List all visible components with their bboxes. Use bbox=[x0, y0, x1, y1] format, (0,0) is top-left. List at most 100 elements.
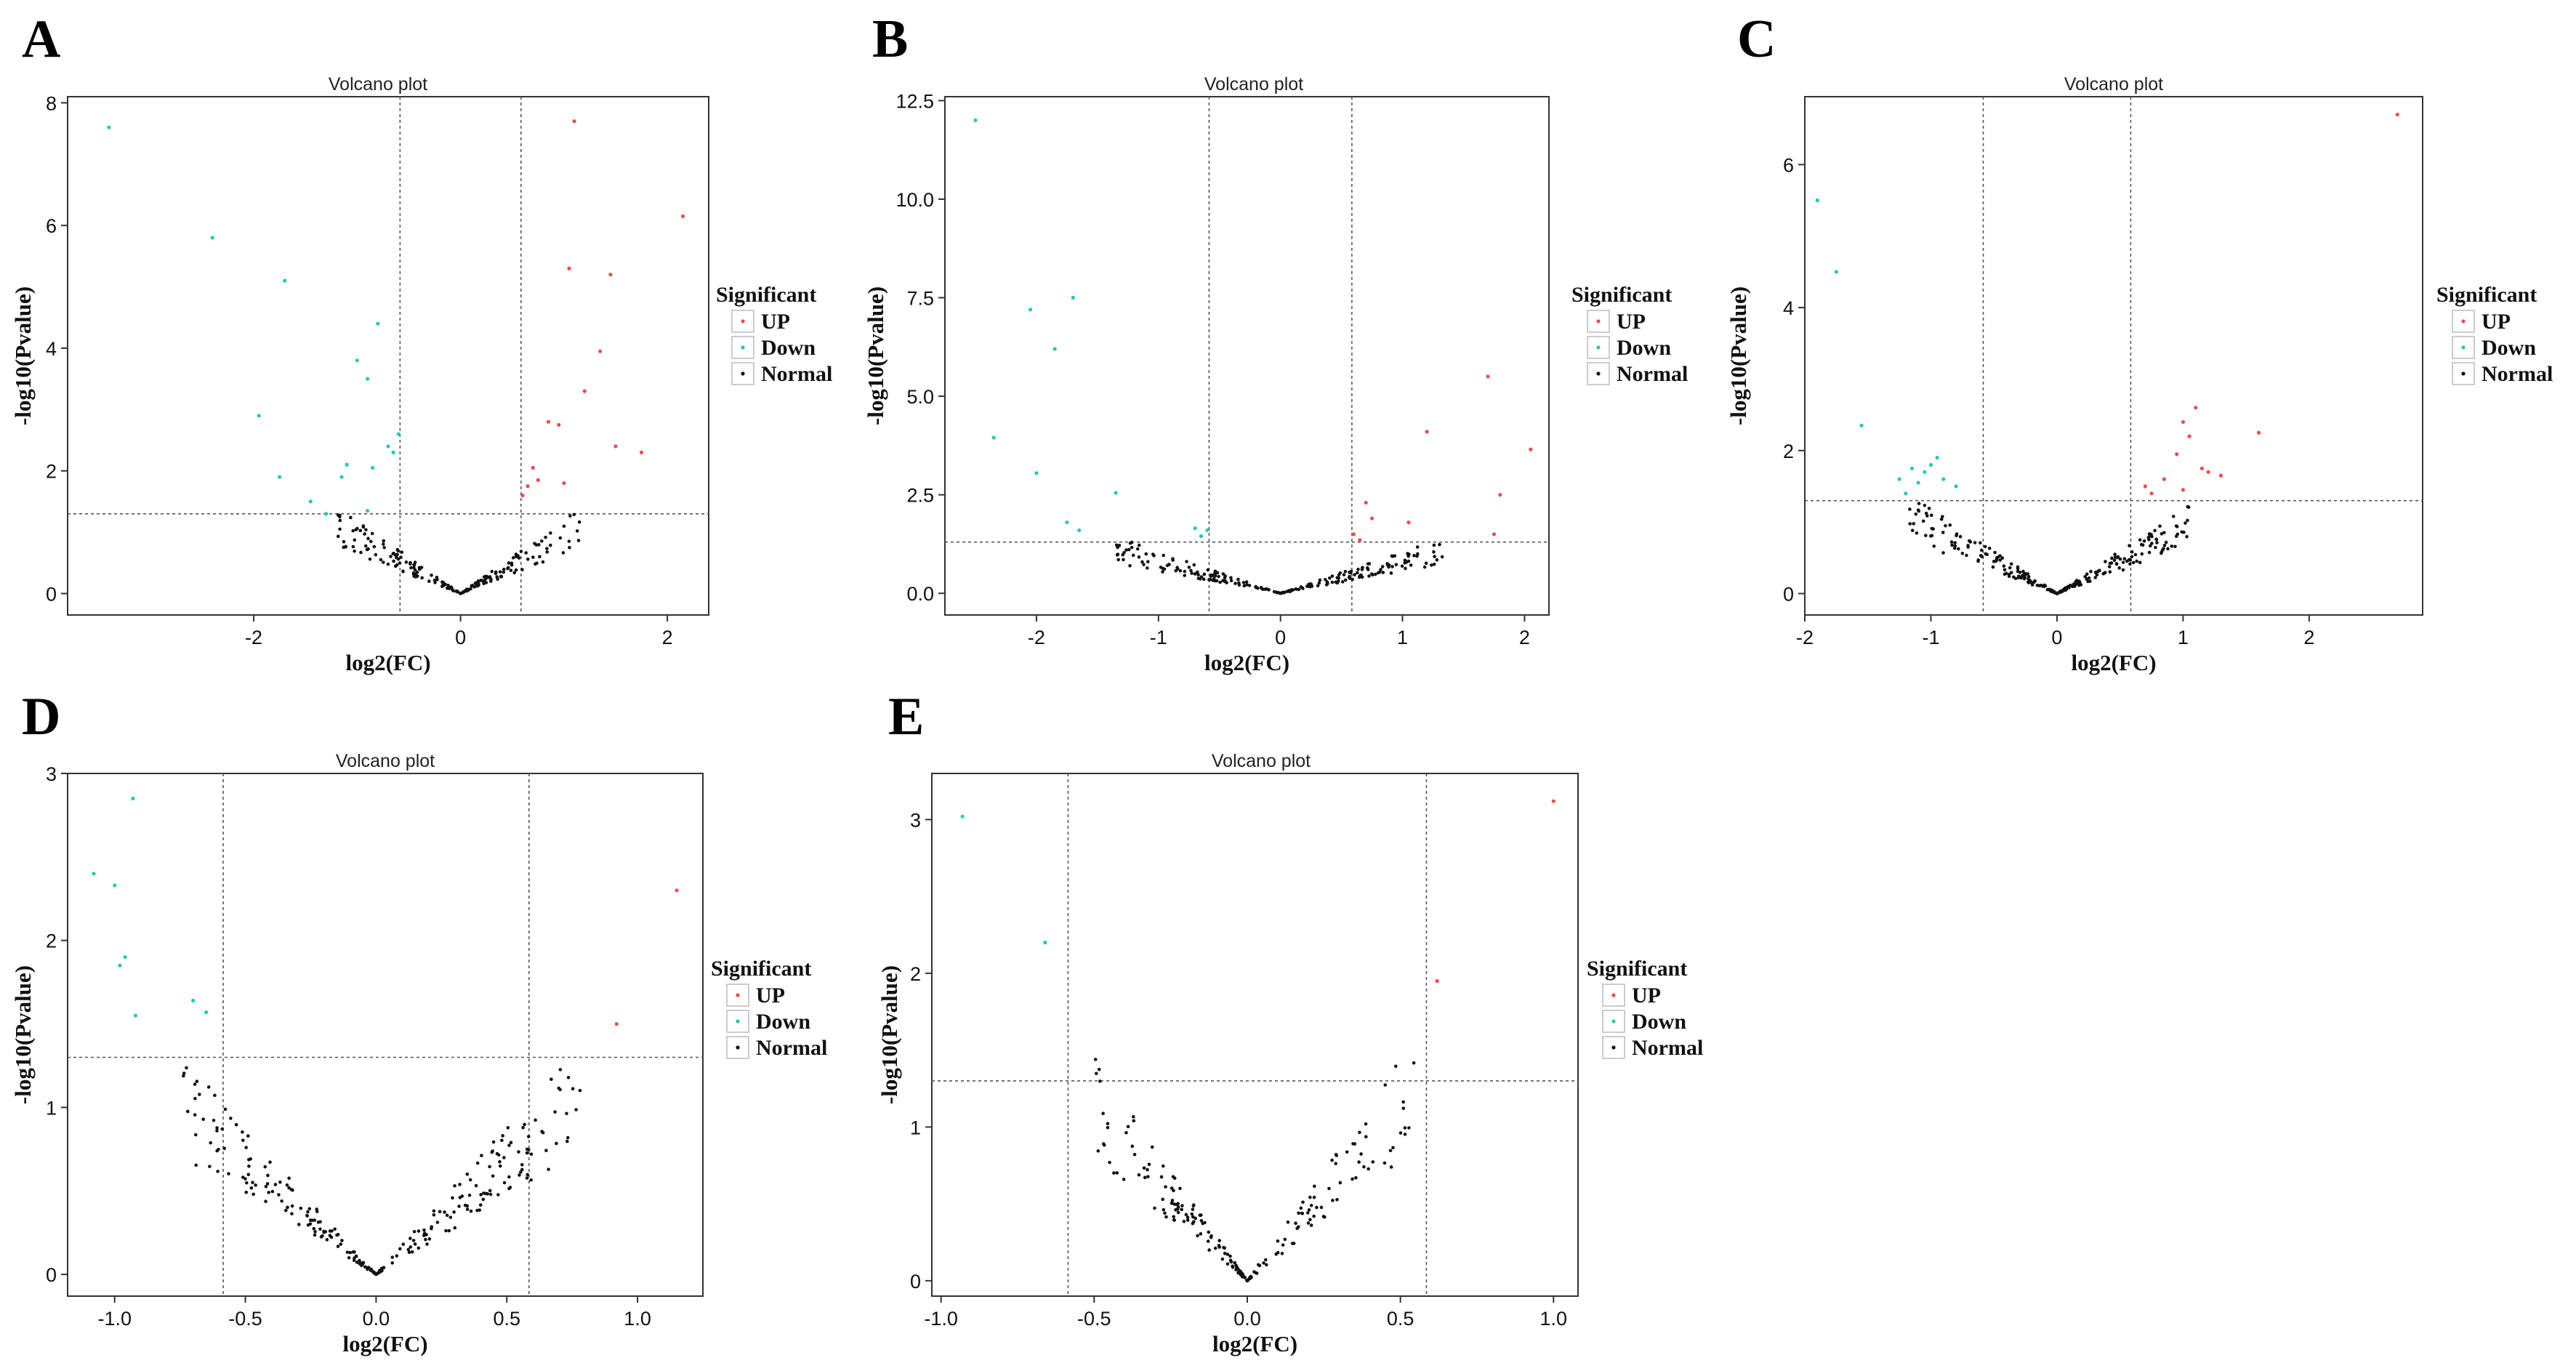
legend-swatch bbox=[2452, 310, 2475, 333]
point-normal bbox=[1308, 582, 1312, 586]
point-normal bbox=[241, 1175, 245, 1179]
legend-item-down: Down bbox=[1632, 1010, 1686, 1034]
point-normal bbox=[359, 550, 363, 555]
point-normal bbox=[1365, 566, 1369, 570]
point-normal bbox=[411, 571, 416, 575]
point-normal bbox=[2142, 539, 2146, 543]
panel-e: E Volcano plot -1.0 -0.5 0.0 0.5 1.0 0 1 2 3 log2(F… bbox=[877, 687, 1703, 1356]
point-normal bbox=[411, 1239, 416, 1242]
point-normal bbox=[1132, 1119, 1136, 1123]
point-normal bbox=[2130, 555, 2134, 559]
point-normal bbox=[488, 579, 493, 583]
point-up bbox=[557, 422, 561, 427]
panel-a: A Volcano plot -2 0 2 0 2 4 6 8 log2(FC) -log10(Pva… bbox=[10, 9, 832, 675]
point-normal bbox=[287, 1186, 291, 1190]
point-normal bbox=[372, 544, 377, 549]
y-tick-label: 12.5 bbox=[895, 90, 934, 112]
point-normal bbox=[1337, 576, 1341, 580]
point-normal bbox=[1412, 553, 1416, 558]
point-normal bbox=[1196, 1234, 1199, 1238]
point-normal bbox=[1382, 1161, 1387, 1165]
point-normal bbox=[1313, 1184, 1316, 1189]
x-tick-label: -1.0 bbox=[97, 1308, 132, 1330]
point-normal bbox=[1244, 580, 1249, 584]
point-normal bbox=[1121, 552, 1125, 557]
point-normal bbox=[526, 558, 530, 561]
point-normal bbox=[457, 1205, 461, 1208]
legend-marker bbox=[736, 1045, 740, 1050]
x-tick-label: 0.0 bbox=[363, 1308, 390, 1330]
point-normal bbox=[1172, 1215, 1175, 1219]
point-normal bbox=[342, 539, 346, 544]
point-normal bbox=[425, 1242, 429, 1246]
point-normal bbox=[382, 545, 387, 550]
point-normal bbox=[1124, 548, 1128, 552]
point-up bbox=[1351, 532, 1356, 536]
point-normal bbox=[2093, 576, 2098, 579]
point-normal bbox=[201, 1117, 205, 1122]
point-normal bbox=[319, 1235, 323, 1239]
point-normal bbox=[1343, 569, 1348, 574]
point-normal bbox=[209, 1141, 213, 1145]
point-normal bbox=[1164, 1215, 1168, 1219]
point-normal bbox=[1242, 584, 1247, 588]
point-normal bbox=[1914, 512, 1918, 516]
point-normal bbox=[363, 532, 366, 536]
point-normal bbox=[1422, 565, 1427, 569]
point-normal bbox=[338, 527, 342, 531]
point-normal bbox=[577, 520, 581, 524]
point-up bbox=[1425, 430, 1429, 434]
point-normal bbox=[1917, 509, 1921, 513]
point-normal bbox=[2110, 556, 2114, 560]
legend-marker bbox=[2461, 345, 2466, 350]
point-normal bbox=[408, 1245, 413, 1249]
legend-swatch bbox=[1587, 310, 1610, 333]
point-normal bbox=[1106, 1122, 1110, 1125]
point-normal bbox=[1335, 1154, 1339, 1157]
point-normal bbox=[571, 1087, 575, 1091]
series-down bbox=[960, 814, 1047, 945]
point-normal bbox=[1172, 1189, 1175, 1193]
y-tick-label: 0.0 bbox=[906, 583, 934, 605]
point-normal bbox=[1116, 545, 1119, 550]
point-normal bbox=[1327, 1186, 1331, 1191]
point-down bbox=[365, 377, 370, 381]
plot-frame bbox=[944, 96, 1550, 616]
x-axis-label: log2(FC) bbox=[345, 650, 430, 675]
point-down bbox=[118, 963, 122, 968]
point-normal bbox=[1966, 544, 1970, 547]
point-normal bbox=[2115, 555, 2120, 560]
point-normal bbox=[1116, 558, 1120, 562]
point-normal bbox=[247, 1164, 251, 1168]
point-normal bbox=[432, 1209, 436, 1213]
legend-item-normal: Normal bbox=[761, 362, 832, 386]
point-normal bbox=[1973, 541, 1977, 544]
point-normal bbox=[568, 545, 571, 550]
point-normal bbox=[2170, 544, 2174, 548]
point-normal bbox=[422, 1228, 426, 1232]
legend-marker bbox=[736, 993, 740, 997]
point-normal bbox=[382, 1266, 386, 1270]
point-normal bbox=[1334, 580, 1338, 584]
point-normal bbox=[2045, 587, 2050, 592]
y-axis-label: -log10(Pvalue) bbox=[863, 286, 888, 425]
point-normal bbox=[1908, 522, 1912, 526]
legend-marker bbox=[1596, 319, 1601, 323]
y-tick-label: 5.0 bbox=[906, 386, 934, 408]
point-normal bbox=[1093, 1058, 1098, 1061]
point-normal bbox=[322, 1230, 326, 1234]
point-normal bbox=[2174, 534, 2178, 539]
point-normal bbox=[526, 1135, 531, 1138]
point-normal bbox=[404, 560, 408, 564]
point-normal bbox=[565, 1135, 570, 1140]
point-normal bbox=[1343, 578, 1348, 582]
point-normal bbox=[1257, 1263, 1262, 1268]
point-normal bbox=[566, 1076, 571, 1079]
point-normal bbox=[358, 1258, 361, 1263]
point-normal bbox=[1140, 560, 1144, 564]
point-normal bbox=[1176, 1210, 1180, 1215]
point-normal bbox=[336, 513, 340, 517]
point-normal bbox=[217, 1147, 220, 1151]
point-normal bbox=[212, 1118, 216, 1122]
point-normal bbox=[467, 587, 471, 592]
